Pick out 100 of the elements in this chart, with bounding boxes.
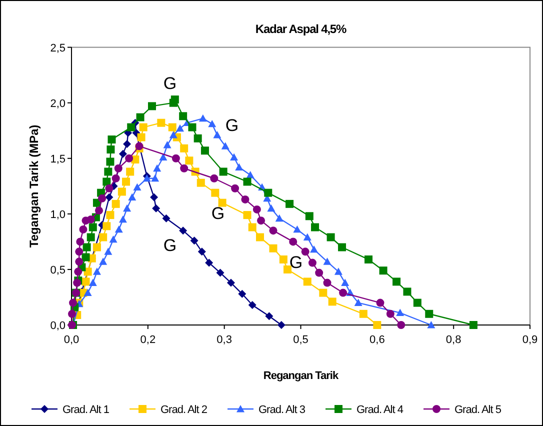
- point: [176, 124, 184, 132]
- point: [269, 226, 278, 235]
- point: [293, 225, 302, 233]
- point: [198, 248, 206, 256]
- annotation: G: [163, 74, 177, 93]
- point: [153, 164, 162, 172]
- point: [179, 226, 188, 235]
- point: [75, 258, 84, 266]
- legend-label: Grad. Alt 2: [160, 404, 208, 416]
- point: [315, 268, 324, 277]
- point: [106, 145, 115, 154]
- point: [136, 113, 144, 122]
- point: [379, 266, 388, 275]
- point: [311, 223, 320, 232]
- point: [221, 142, 230, 150]
- point: [112, 174, 120, 182]
- point: [118, 188, 126, 196]
- point: [75, 248, 84, 256]
- point: [392, 278, 401, 286]
- point: [305, 212, 314, 220]
- point: [112, 200, 120, 208]
- point: [74, 268, 82, 276]
- point: [169, 131, 178, 138]
- point: [148, 102, 156, 110]
- point: [241, 195, 250, 204]
- y-tick-label: 2,0: [50, 98, 66, 110]
- point: [275, 214, 284, 222]
- point: [88, 278, 97, 286]
- x-tick-label: 0,8: [446, 334, 462, 346]
- point: [132, 128, 140, 137]
- point: [105, 193, 114, 202]
- point: [162, 214, 170, 222]
- point: [396, 308, 404, 316]
- point: [82, 243, 91, 252]
- point: [88, 223, 97, 232]
- point: [319, 288, 328, 297]
- point: [108, 135, 116, 144]
- point: [190, 236, 198, 245]
- point: [69, 298, 78, 307]
- point: [310, 245, 318, 253]
- point: [364, 255, 373, 264]
- y-tick-label: 1,0: [50, 208, 66, 221]
- point: [194, 134, 202, 142]
- y-tick-label: 1,5: [50, 153, 66, 166]
- point: [84, 268, 92, 276]
- point: [86, 215, 95, 224]
- point: [238, 290, 246, 298]
- legend-label: Grad. Alt 3: [258, 404, 306, 416]
- x-tick-label: 0,3: [216, 334, 232, 346]
- point: [279, 255, 288, 264]
- point: [226, 278, 235, 287]
- point: [179, 112, 188, 120]
- point: [105, 184, 114, 192]
- point: [248, 223, 256, 232]
- point: [114, 225, 123, 233]
- y-tick-label: 0,0: [50, 320, 66, 332]
- point: [277, 321, 286, 329]
- point: [213, 131, 222, 138]
- point: [126, 168, 134, 176]
- point: [139, 123, 148, 132]
- point: [170, 96, 179, 104]
- point: [289, 238, 298, 246]
- point: [231, 184, 240, 192]
- point: [469, 321, 478, 329]
- point: [98, 194, 106, 202]
- point: [76, 238, 84, 246]
- point: [104, 248, 112, 255]
- point: [128, 193, 136, 200]
- point: [82, 253, 90, 262]
- point: [150, 193, 158, 202]
- point: [168, 123, 176, 132]
- point: [219, 168, 228, 176]
- point: [328, 298, 336, 306]
- y-tick-label: 2,5: [50, 42, 66, 54]
- point: [163, 141, 172, 148]
- point: [210, 174, 218, 182]
- point: [125, 154, 134, 162]
- point: [354, 298, 362, 306]
- chart-title: Kadar Aspal 4,5%: [255, 22, 348, 36]
- point: [230, 153, 238, 160]
- legend-label: Grad. Alt 1: [62, 404, 110, 416]
- point: [323, 258, 332, 265]
- point: [86, 233, 95, 242]
- point: [151, 174, 160, 182]
- point: [284, 265, 292, 274]
- point: [218, 198, 226, 207]
- point: [122, 178, 130, 186]
- point: [106, 158, 114, 166]
- point: [248, 301, 256, 310]
- annotation: G: [225, 116, 239, 135]
- point: [123, 140, 132, 148]
- point: [339, 288, 348, 297]
- point: [413, 298, 422, 307]
- point: [68, 310, 76, 318]
- point: [338, 243, 346, 252]
- point: [303, 278, 312, 286]
- point: [102, 222, 111, 230]
- legend-label: Grad. Alt 5: [454, 404, 502, 416]
- point: [264, 188, 272, 197]
- point: [256, 233, 264, 242]
